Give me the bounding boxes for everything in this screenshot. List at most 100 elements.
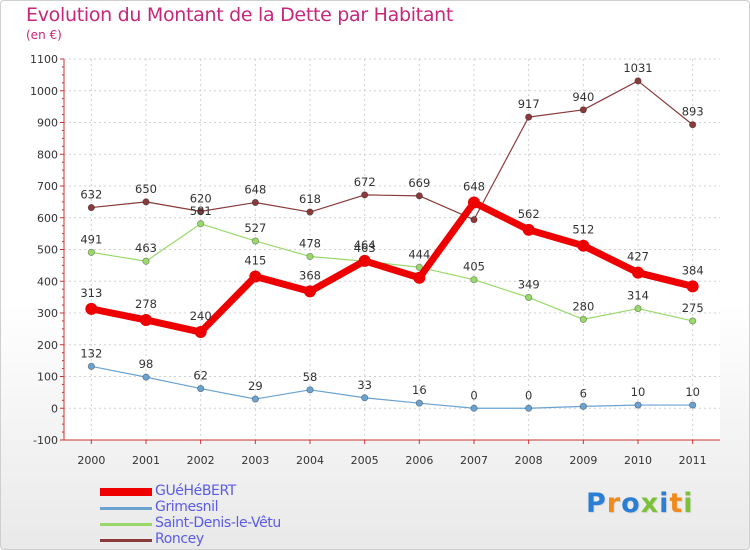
data-label: 491 [80,232,102,246]
y-tick-label: -100 [33,434,58,447]
y-tick-label: 800 [37,148,58,161]
legend-label: Roncey [155,531,204,547]
y-tick-label: 900 [37,117,58,130]
data-point [579,315,587,323]
data-point [249,270,262,283]
data-label: 368 [299,268,321,282]
logo-letter: P [586,488,607,519]
data-label: 893 [682,105,704,119]
data-point [525,404,533,412]
data-label: 1031 [623,61,652,75]
data-point [87,203,95,212]
data-point [87,248,95,256]
data-label: 10 [631,385,646,399]
data-label: 463 [354,241,376,255]
data-point [306,208,314,216]
data-point [306,252,314,261]
logo-letter: o [621,488,641,519]
data-label: 16 [412,383,427,397]
data-label: 463 [135,241,157,255]
data-label: 648 [463,180,485,194]
x-tick-label: 2008 [515,454,543,467]
y-tick-label: 200 [37,339,58,352]
y-tick-label: 100 [37,371,58,384]
data-point [525,113,533,121]
data-point [689,317,697,325]
y-tick-label: 700 [37,180,58,193]
data-label: 6 [580,386,587,400]
y-tick-label: 500 [37,244,58,257]
x-tick-label: 2007 [460,454,488,467]
data-point [415,192,423,200]
data-point [634,77,642,85]
data-label: 132 [80,346,102,360]
data-point [579,402,587,410]
data-label: 0 [525,388,532,402]
y-tick-label: 0 [51,402,58,415]
data-point [194,326,207,339]
series-line-guéhébert [90,199,694,336]
series-line-saint-denis-le-vêtu [91,223,693,322]
data-label: 62 [193,369,208,383]
data-point [251,198,259,207]
data-label: 940 [572,90,594,104]
proxiti-logo: Proxiti [586,488,694,519]
x-tick-label: 2000 [77,454,105,467]
data-point [413,271,426,284]
series-line-roncey [91,80,694,221]
data-label: 632 [80,188,102,202]
data-point [689,401,697,409]
data-point [470,216,478,224]
data-label: 29 [248,379,263,393]
data-label: 98 [139,357,154,371]
x-tick-label: 2003 [241,454,269,467]
data-point [85,302,98,315]
data-point [197,220,205,228]
data-point [304,285,316,298]
logo-letter: t [669,488,684,519]
data-label: 512 [572,223,594,237]
data-point [470,276,478,284]
data-label: 240 [190,309,212,323]
data-label: 464 [354,238,376,252]
data-point [577,239,590,252]
data-point [579,106,587,114]
data-label: 669 [408,176,430,190]
data-label: 278 [135,297,157,311]
legend-label: GUéHéBERT [155,483,236,499]
data-point [358,254,371,267]
data-label: 313 [80,286,102,300]
logo-letter: i [683,488,694,519]
data-point [142,198,150,206]
legend-swatch [100,538,152,542]
data-label: 620 [190,191,212,205]
chart-subtitle: (en €) [26,28,62,42]
x-tick-label: 2010 [624,454,652,467]
data-point [251,237,259,245]
logo-letter: x [640,488,660,519]
legend-swatch [100,506,152,510]
data-label: 280 [572,299,594,313]
x-tick-label: 2001 [132,454,160,467]
data-point [468,196,480,209]
data-point [632,266,644,279]
data-point [142,373,150,381]
data-point [470,404,478,412]
data-label: 349 [518,277,540,291]
data-label: 917 [518,97,540,111]
data-label: 10 [685,385,700,399]
x-tick-label: 2005 [351,454,379,467]
legend-swatch [100,522,152,526]
data-label: 444 [408,247,430,261]
data-label: 384 [682,263,704,277]
x-tick-label: 2009 [569,454,597,467]
data-point [251,395,259,403]
y-tick-label: 1100 [30,53,58,66]
data-label: 405 [463,260,485,274]
data-label: 581 [190,204,212,218]
data-label: 478 [299,236,321,250]
data-point [197,384,205,393]
legend-label: Saint-Denis-le-Vêtu [155,515,281,531]
data-point [525,293,533,302]
